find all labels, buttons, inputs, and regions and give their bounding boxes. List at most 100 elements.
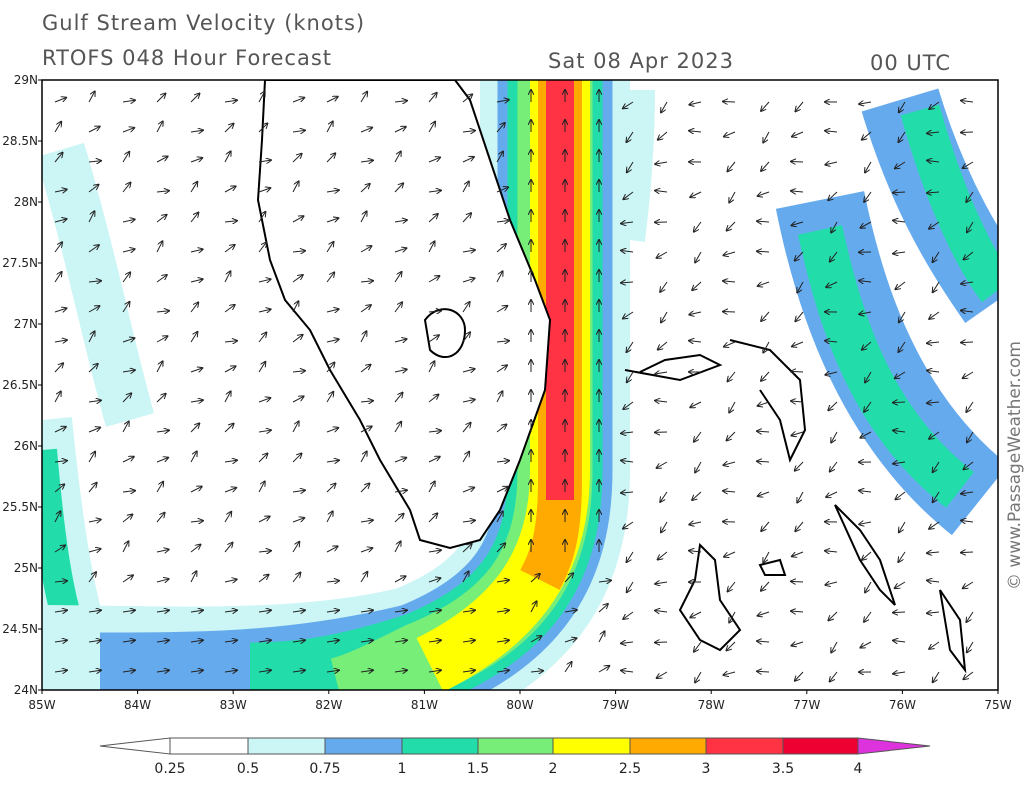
arrow [689, 341, 702, 342]
arrow [156, 156, 168, 163]
arrow [658, 341, 668, 350]
arrow [828, 401, 838, 410]
arrow [791, 611, 804, 612]
arrow [564, 610, 577, 612]
arrow [326, 511, 333, 523]
arrow [496, 271, 503, 283]
legend-label: 3 [702, 761, 711, 777]
arrow [929, 101, 940, 109]
arrow [462, 520, 475, 522]
arrow [933, 671, 940, 682]
arrow [655, 162, 668, 164]
arrow [224, 579, 237, 582]
arrow [831, 641, 838, 652]
arrow [757, 671, 770, 672]
arrow [462, 157, 474, 163]
arrow [660, 281, 668, 292]
arrow [623, 611, 634, 619]
lon-label: 78W [698, 698, 725, 712]
arrow [564, 573, 573, 583]
arrow [927, 192, 940, 193]
arrow [258, 430, 271, 432]
arrow [224, 610, 237, 612]
arrow [898, 551, 906, 562]
arrow [927, 580, 940, 582]
arrow [862, 341, 872, 350]
arrow [825, 582, 838, 585]
arrow [966, 401, 974, 412]
arrow [326, 121, 333, 133]
arrow [360, 184, 370, 193]
arrow [428, 190, 441, 192]
arrow [54, 98, 66, 103]
arrow [859, 281, 872, 282]
arrow [758, 192, 770, 196]
legend-label: 1.5 [467, 761, 489, 777]
arrow [967, 221, 974, 232]
arrow [961, 520, 974, 522]
arrow [757, 461, 770, 462]
arrow [88, 549, 101, 552]
arrow [795, 251, 804, 261]
arrow [88, 520, 101, 522]
arrow [258, 91, 265, 103]
arrow [496, 391, 502, 403]
arrow [258, 212, 265, 223]
arrow [859, 102, 872, 104]
arrow [122, 338, 134, 342]
arrow [689, 522, 702, 525]
arrow [360, 483, 369, 493]
arrow [394, 670, 407, 672]
arrow [360, 451, 367, 463]
arrow [695, 671, 702, 682]
legend-label: 2.5 [619, 761, 641, 777]
arrow [122, 421, 129, 433]
arrow [258, 309, 271, 312]
legend-label: 2 [549, 761, 558, 777]
arrow [860, 221, 872, 228]
arrow [828, 191, 838, 200]
arrow [156, 549, 169, 552]
arrow [791, 401, 804, 402]
arrow [623, 311, 634, 318]
arrow [122, 100, 135, 102]
arrow [224, 391, 231, 403]
arrow [428, 578, 440, 582]
arrow [224, 670, 237, 672]
arrow [893, 462, 906, 464]
arrow [795, 461, 804, 471]
arrow [428, 640, 441, 642]
arrow [224, 271, 230, 283]
arrow [690, 611, 702, 617]
arrow [428, 157, 440, 163]
arrow [428, 457, 440, 463]
arrow [122, 152, 129, 163]
arrow [795, 521, 804, 531]
arrow [660, 491, 668, 502]
arrow [428, 431, 441, 432]
arrow [156, 121, 163, 133]
arrow [830, 251, 838, 262]
lon-label: 82W [315, 698, 342, 712]
lon-label: 79W [602, 698, 629, 712]
arrow [122, 272, 130, 283]
arrow [326, 242, 333, 253]
arrow [190, 130, 203, 132]
arrow [961, 311, 974, 312]
arrow [797, 281, 804, 293]
arrow [122, 370, 135, 372]
arrow [724, 341, 736, 347]
arrow [394, 302, 402, 313]
lat-label: 28N [14, 195, 38, 209]
arrow [496, 543, 505, 553]
arrow [394, 640, 407, 642]
arrow [689, 131, 702, 132]
arrow [661, 521, 668, 532]
arrow [360, 305, 371, 313]
arrow [292, 670, 305, 672]
arrow [791, 222, 804, 225]
arrow [88, 483, 97, 493]
arrow [723, 281, 736, 282]
arrow [122, 128, 134, 133]
arrow [929, 641, 940, 649]
